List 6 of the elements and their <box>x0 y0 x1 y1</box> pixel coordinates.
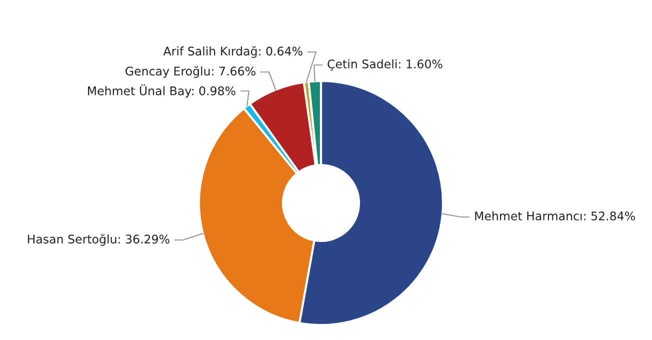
slice-label: Gencay Eroğlu: 7.66% <box>126 66 256 78</box>
slice-label: Mehmet Ünal Bay: 0.98% <box>88 84 236 98</box>
slice-label: Arif Salih Kırdağ: 0.64% <box>163 46 302 58</box>
slice-label: Çetin Sadeli: 1.60% <box>328 59 442 71</box>
slice-label: Mehmet Harmancı: 52.84% <box>475 211 635 220</box>
slice-label: Hasan Sertoğlu: 36.29% <box>28 234 170 246</box>
